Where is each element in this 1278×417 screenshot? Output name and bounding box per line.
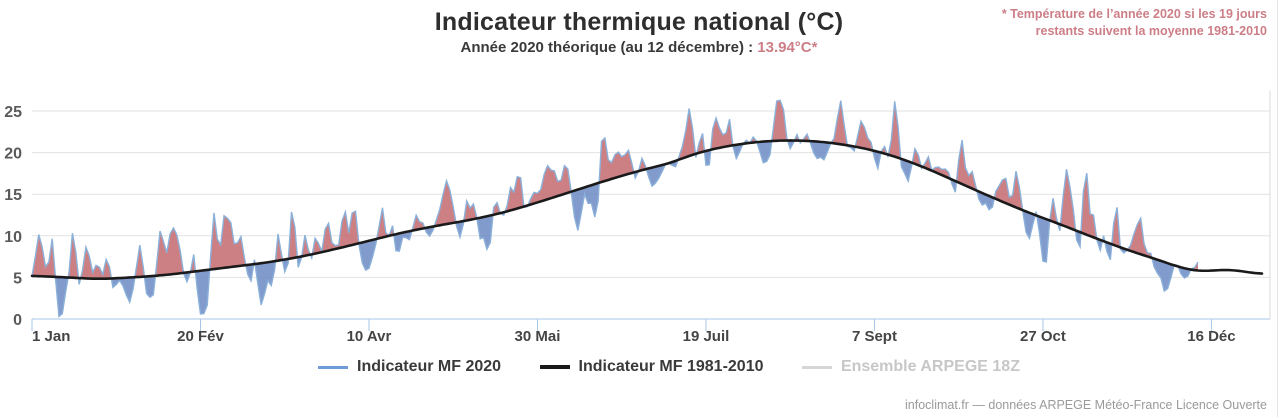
svg-text:5: 5 [13, 270, 22, 287]
svg-text:0: 0 [13, 312, 22, 329]
svg-text:15: 15 [4, 187, 22, 204]
svg-text:10: 10 [4, 229, 22, 246]
svg-text:25: 25 [4, 104, 22, 121]
svg-text:1 Jan: 1 Jan [32, 328, 70, 345]
svg-text:20: 20 [4, 146, 22, 163]
